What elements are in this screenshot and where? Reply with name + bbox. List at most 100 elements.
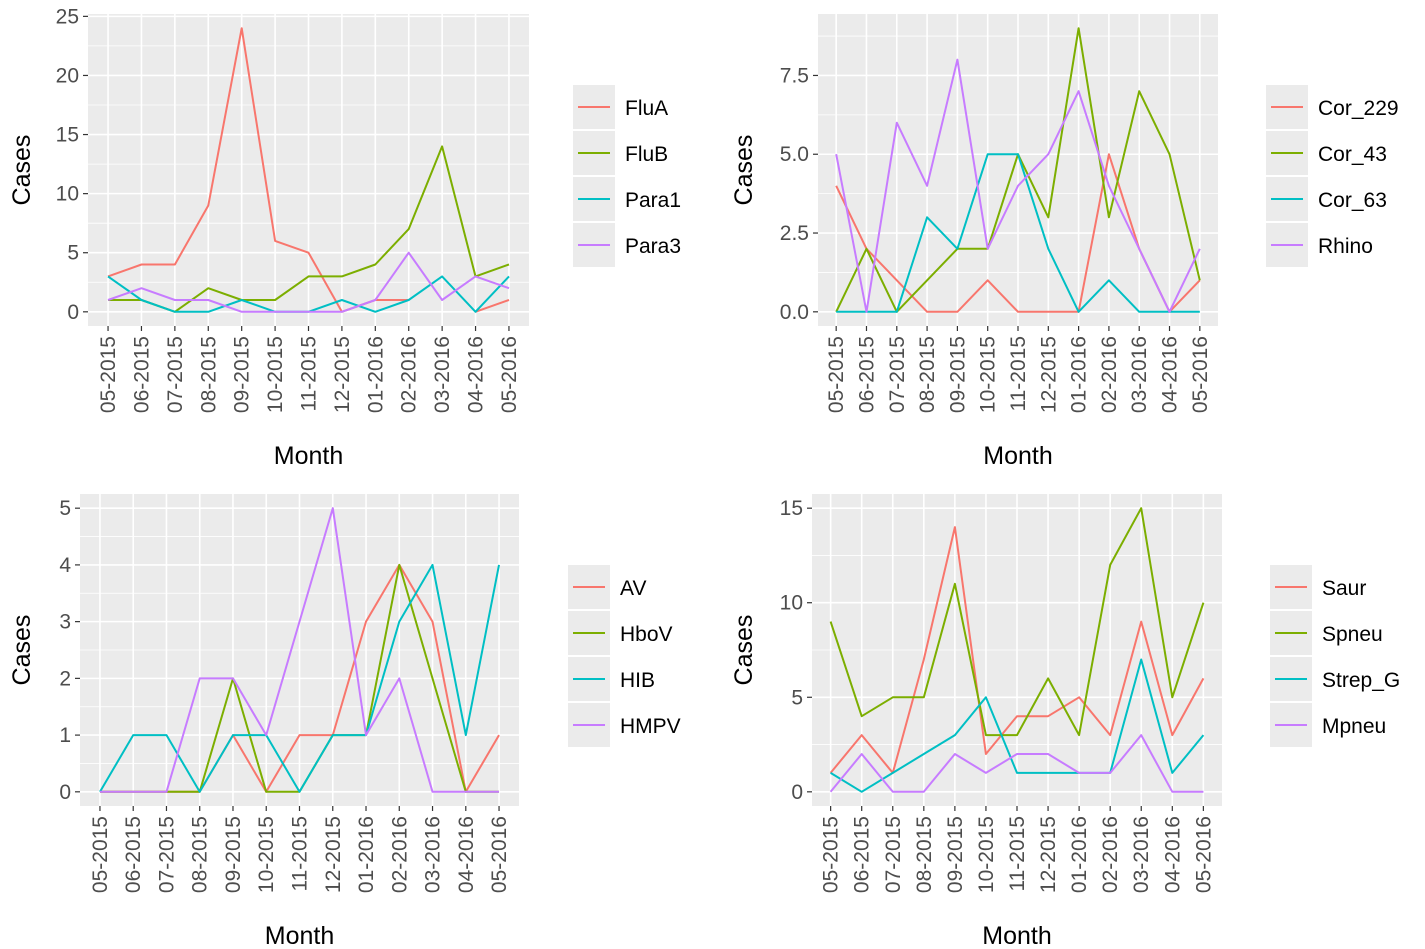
legend-label-para3: Para3 [625,235,681,258]
x-tick-label: 11-2015 [298,336,321,412]
y-tick-label: 10 [780,592,803,615]
x-tick-label: 05-2015 [89,816,112,893]
y-tick-label: 0.0 [780,301,809,324]
x-tick-label: 08-2015 [189,816,212,893]
x-tick-label: 02-2016 [398,336,421,413]
x-tick-label: 12-2015 [322,816,345,893]
y-tick-label: 0 [791,781,803,804]
legend: Saur Spneu Strep_G Mpneu [1270,565,1400,747]
y-axis-title: Cases [730,135,758,206]
x-tick-label: 11-2015 [1007,336,1030,412]
x-tick-label: 05-2016 [1189,336,1212,413]
series-line-para3 [107,251,510,313]
x-tick-label: 03-2016 [1128,336,1151,413]
x-tick-label: 06-2015 [855,336,878,413]
x-axis-title: Month [265,922,334,949]
x-tick-label: 09-2015 [222,816,245,893]
x-tick-label: 01-2016 [355,816,378,893]
legend-label-saur: Saur [1322,577,1366,600]
x-tick-label: 02-2016 [388,816,411,893]
x-tick-label: 07-2015 [155,816,178,893]
chart-panel-1: 0 5 10 15 20 25 05-2015 06-2015 07-2015 08-2015 09… [8,5,681,470]
x-tick-label: 09-2015 [944,816,967,893]
y-tick-label: 10 [56,183,79,206]
series-line-rhino [835,58,1201,313]
series-line-cor_63 [836,153,1200,313]
x-tick-label: 12-2015 [331,336,354,413]
x-tick-label: 06-2015 [851,816,874,893]
x-tick-label: 06-2015 [122,816,145,893]
chart-panel-3: 0 1 2 3 4 5 05-2015 06-2015 07-2015 08-2015 09-201… [8,494,681,949]
x-tick-label: 05-2015 [97,336,120,413]
y-axis-title: Cases [730,615,758,686]
y-axis-title: Cases [8,615,36,686]
legend-label-para1: Para1 [625,189,681,212]
series-line-hmpv [100,507,499,793]
x-tick-label: 03-2016 [431,336,454,413]
legend: Cor_229 Cor_43 Cor_63 Rhino [1266,85,1399,267]
x-tick-label: 04-2016 [1161,816,1184,893]
x-tick-label: 04-2016 [1159,336,1182,413]
x-tick-label: 05-2016 [488,816,511,893]
legend: FluA FluB Para1 Para3 [573,85,681,267]
series-line-mpneu [829,734,1204,793]
x-tick-label: 10-2015 [264,336,287,413]
y-tick-label: 5 [791,686,803,709]
x-tick-label: 09-2015 [946,336,969,413]
y-tick-label: 5 [59,497,71,520]
series-line-strep_g [830,658,1205,793]
x-tick-label: 07-2015 [164,336,187,413]
legend-label-spneu: Spneu [1322,623,1383,646]
legend-label-flub: FluB [625,143,668,166]
x-tick-label: 10-2015 [975,816,998,893]
series-line-hib [99,563,500,793]
x-tick-label: 07-2015 [886,336,909,413]
legend-label-strep_g: Strep_G [1322,669,1400,692]
y-tick-label: 15 [780,497,803,520]
x-tick-label: 09-2015 [231,336,254,413]
y-tick-label: 0 [59,781,71,804]
x-tick-label: 10-2015 [255,816,278,893]
x-tick-label: 02-2016 [1099,816,1122,893]
x-tick-label: 02-2016 [1098,336,1121,413]
x-tick-label: 01-2016 [1068,816,1091,893]
x-axis-title: Month [983,442,1052,470]
x-tick-label: 06-2015 [130,336,153,413]
x-tick-label: 04-2016 [455,816,478,893]
y-tick-label: 4 [59,554,71,577]
series-line-spneu [829,507,1205,737]
x-tick-label: 03-2016 [422,816,445,893]
x-tick-label: 11-2015 [289,816,312,892]
chart-panel-4: 0 5 10 15 05-2015 06-2015 07-2015 08-2015 09-201… [730,494,1400,949]
x-tick-label: 11-2015 [1006,816,1029,892]
y-tick-label: 20 [56,64,79,87]
y-tick-label: 5 [67,242,79,265]
x-axis-title: Month [274,442,343,470]
x-tick-label: 05-2016 [1192,816,1215,893]
x-tick-label: 05-2015 [820,816,843,893]
y-tick-label: 2 [59,667,71,690]
legend-label-rhino: Rhino [1318,235,1373,258]
y-tick-label: 3 [59,611,71,634]
x-tick-label: 01-2016 [1068,336,1091,413]
y-axis-title: Cases [8,135,36,206]
y-tick-label: 1 [59,724,71,747]
x-tick-label: 01-2016 [364,336,387,413]
x-tick-label: 05-2015 [825,336,848,413]
x-tick-label: 07-2015 [882,816,905,893]
x-tick-label: 08-2015 [913,816,936,893]
y-tick-label: 15 [56,124,79,147]
y-tick-label: 7.5 [780,64,809,87]
x-tick-label: 03-2016 [1130,816,1153,893]
legend-label-hmpv: HMPV [620,715,681,738]
legend-label-cor_43: Cor_43 [1318,143,1387,166]
y-tick-label: 2.5 [780,222,809,245]
x-tick-label: 04-2016 [465,336,488,413]
legend-label-hib: HIB [620,669,655,692]
series-line-flua [475,299,510,313]
chart-panel-2: 0.0 2.5 5.0 7.5 05-2015 06-2015 07-2015 08-2015… [730,14,1399,470]
legend-label-cor_63: Cor_63 [1318,189,1387,212]
x-tick-label: 12-2015 [1037,336,1060,413]
legend-label-flua: FluA [625,97,668,120]
